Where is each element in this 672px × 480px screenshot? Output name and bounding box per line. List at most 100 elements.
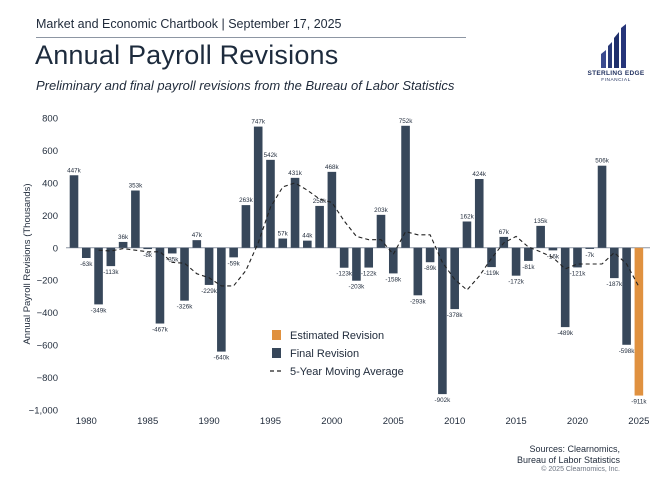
bar — [217, 247, 226, 352]
x-tick-label: 2005 — [383, 416, 404, 427]
bar — [585, 247, 595, 249]
building-bars-logo — [601, 24, 626, 68]
data-label: 542k — [264, 152, 279, 159]
data-label: 468k — [325, 164, 340, 171]
data-label: -911k — [631, 399, 647, 406]
bar — [229, 247, 238, 258]
y-tick-label: 600 — [42, 146, 58, 157]
y-tick-label: 400 — [42, 178, 58, 189]
bar — [462, 221, 472, 248]
chart-title: Annual Payroll Revisions — [35, 40, 339, 70]
data-label: -158k — [385, 276, 402, 283]
x-tick-label: 1985 — [137, 416, 158, 427]
data-label: 67k — [499, 229, 510, 236]
data-label: -187k — [606, 281, 623, 288]
bar — [192, 240, 202, 248]
y-tick-label: −600 — [37, 341, 58, 352]
data-label: -122k — [361, 271, 378, 278]
bar — [253, 126, 263, 248]
bar — [266, 159, 275, 248]
x-tick-label: 2015 — [506, 416, 527, 427]
bar — [118, 241, 128, 248]
bar — [597, 165, 607, 248]
bar — [511, 247, 521, 276]
logo-subname: FINANCIAL — [601, 78, 631, 83]
data-label: -16k — [547, 253, 560, 260]
data-label: -35k — [166, 256, 179, 263]
data-label: 353k — [129, 183, 144, 190]
data-label: -378k — [447, 312, 464, 319]
bar — [339, 247, 349, 268]
bar — [241, 205, 251, 248]
bar — [69, 175, 79, 248]
x-tick-label: 2025 — [628, 416, 649, 427]
data-label: -598k — [619, 348, 636, 355]
x-tick-label: 1980 — [76, 416, 97, 427]
source-line-1: Sources: Clearnomics, — [529, 444, 620, 454]
data-label: -123k — [336, 271, 353, 278]
data-label: 135k — [534, 218, 549, 225]
data-label: -172k — [508, 279, 525, 286]
bar — [290, 177, 300, 248]
bar — [573, 247, 582, 268]
bar — [131, 190, 140, 248]
bar — [487, 247, 496, 268]
logo-name: STERLING EDGE — [587, 70, 645, 77]
x-tick-label: 1995 — [260, 416, 281, 427]
data-label: -229k — [201, 288, 218, 295]
data-label: -113k — [103, 269, 119, 276]
x-tick-label: 2010 — [444, 416, 465, 427]
data-label: 506k — [595, 158, 610, 165]
bar — [548, 247, 558, 251]
y-tick-label: 200 — [42, 211, 58, 222]
y-tick-label: −1,000 — [29, 406, 58, 417]
bar — [413, 247, 423, 296]
bars-group — [69, 125, 644, 396]
data-label: 424k — [472, 171, 487, 178]
data-label: 447k — [67, 167, 82, 174]
bar — [167, 247, 177, 254]
data-label: 203k — [374, 207, 389, 214]
legend-label: Final Revision — [290, 348, 359, 360]
bar — [327, 171, 337, 248]
x-tick-label: 2000 — [321, 416, 342, 427]
moving-average-line — [98, 182, 640, 291]
data-label: 162k — [460, 213, 475, 220]
data-label: 747k — [251, 119, 266, 126]
x-tick-label: 1990 — [199, 416, 220, 427]
bar — [474, 178, 484, 248]
x-axis-ticks: 1980 1985 1990 1995 2000 2005 2010 2015 2020 2025 — [76, 416, 650, 427]
bar — [303, 240, 312, 248]
data-label: -489k — [557, 330, 574, 337]
bar — [634, 247, 644, 396]
bar — [388, 247, 398, 274]
legend-label: Estimated Revision — [290, 330, 384, 342]
data-label: -640k — [213, 355, 230, 362]
bar — [278, 238, 288, 248]
data-label: -203k — [349, 284, 366, 291]
bar — [536, 225, 545, 248]
data-label: -293k — [410, 298, 427, 305]
data-label: -59k — [228, 260, 241, 267]
data-label: -8k — [143, 252, 153, 259]
y-tick-label: 0 — [53, 243, 58, 254]
bar — [364, 247, 374, 268]
data-label: -326k — [177, 304, 194, 311]
bar — [180, 247, 189, 301]
legend-label: 5-Year Moving Average — [290, 366, 404, 378]
x-tick-label: 2020 — [567, 416, 588, 427]
data-label: 44k — [302, 233, 313, 240]
data-label: 431k — [288, 170, 303, 177]
bar — [401, 125, 410, 248]
bar — [204, 247, 214, 285]
bar — [622, 247, 631, 345]
source-note: Sources: Clearnomics, Bureau of Labor St… — [517, 444, 620, 466]
data-label: -7k — [585, 252, 595, 259]
data-label: -119k — [484, 270, 500, 277]
bar — [106, 247, 116, 267]
bar — [143, 247, 152, 250]
bar — [425, 247, 435, 263]
bar — [560, 247, 570, 328]
bar — [81, 247, 91, 258]
y-axis-ticks: −1,000 −800 −600 −400 −200 0 200 400 600 800 — [29, 114, 58, 417]
